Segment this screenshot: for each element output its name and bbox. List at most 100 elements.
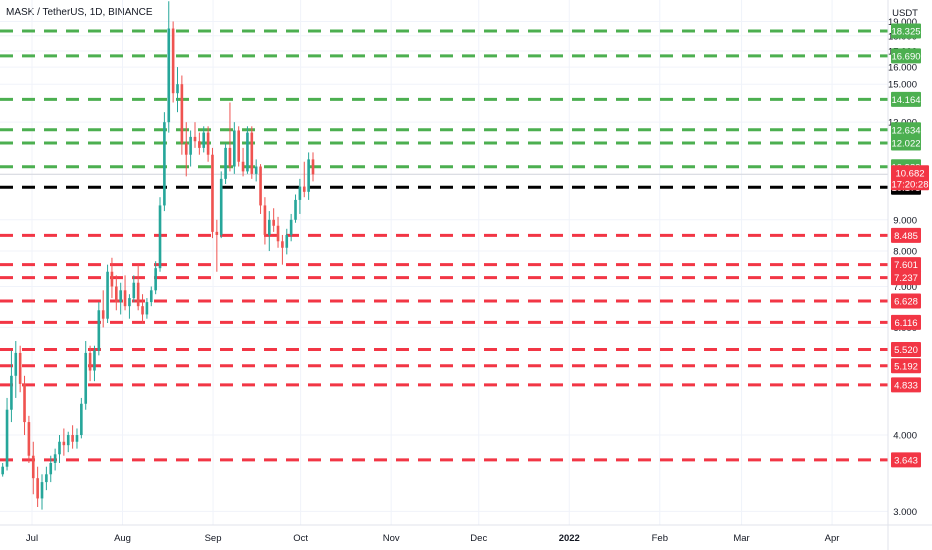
candle-body xyxy=(71,435,74,442)
x-tick-label: Jul xyxy=(26,533,38,544)
candles xyxy=(1,1,315,510)
price-label-box xyxy=(891,135,921,151)
candle-body xyxy=(276,225,280,242)
price-label-text: 7.601 xyxy=(894,260,918,271)
candle-body xyxy=(106,271,109,319)
candle-body xyxy=(167,28,171,123)
candle-body xyxy=(211,154,214,232)
candle-body xyxy=(23,383,26,423)
price-label-text: 5.520 xyxy=(894,345,918,356)
candle-body xyxy=(45,474,48,483)
candle-body xyxy=(254,166,258,174)
candle-body xyxy=(97,310,101,351)
candle-body xyxy=(27,422,31,456)
candle-body xyxy=(66,435,70,446)
price-label-box xyxy=(891,377,921,393)
price-label-text: 4.833 xyxy=(894,380,918,391)
candle-body xyxy=(272,219,275,226)
candle-body xyxy=(40,482,44,499)
y-tick-label: 9.000 xyxy=(893,215,917,226)
price-label-text: 12.022 xyxy=(891,138,920,149)
candle-body xyxy=(180,84,184,144)
price-label-text: 18.325 xyxy=(891,27,920,38)
candle-body xyxy=(241,161,245,172)
candle-body xyxy=(14,352,18,376)
price-label-box xyxy=(891,257,921,273)
candle-body xyxy=(141,306,144,315)
candle-body xyxy=(307,159,310,192)
y-tick-label: 3.000 xyxy=(893,507,917,518)
price-label-box xyxy=(891,314,921,330)
y-tick-label: 7.000 xyxy=(893,282,917,293)
price-label-box xyxy=(891,293,921,309)
candle-body xyxy=(136,282,140,307)
x-tick-label: Mar xyxy=(733,533,749,544)
candle-body xyxy=(75,435,79,442)
candle-body xyxy=(219,178,223,235)
price-label-text: 5.192 xyxy=(894,361,918,372)
price-label-text: 6.116 xyxy=(894,318,917,329)
x-tick-label: Sep xyxy=(205,533,222,544)
candle-body xyxy=(58,441,61,455)
price-label-box xyxy=(891,452,921,468)
price-label-text: 8.485 xyxy=(894,231,918,242)
price-label-box xyxy=(891,342,921,358)
candle-body xyxy=(298,186,302,200)
candle-body xyxy=(88,352,92,371)
candle-body xyxy=(128,298,131,307)
price-label-box xyxy=(891,227,921,243)
grid xyxy=(0,0,888,525)
x-axis: Jul Aug Sep Oct Nov Dec 2022 Feb Mar Apr xyxy=(0,524,932,544)
candle-body xyxy=(189,136,192,155)
candle-body xyxy=(145,302,149,315)
x-tick-label: Oct xyxy=(293,533,308,544)
x-tick-label: Feb xyxy=(652,533,668,544)
last-price-value: 10.682 xyxy=(895,168,924,179)
candle-body xyxy=(80,403,83,436)
currency-label: USDT xyxy=(892,8,918,19)
candle-body xyxy=(18,352,22,384)
price-label-text: 12.634 xyxy=(891,125,920,136)
candle-body xyxy=(154,268,157,291)
candle-body xyxy=(198,141,201,148)
price-label-text: 3.643 xyxy=(894,455,918,466)
candle-body xyxy=(119,290,122,303)
price-label-box xyxy=(891,358,921,374)
candle-body xyxy=(289,219,293,235)
x-tick-label: Nov xyxy=(383,533,400,544)
y-tick-label: 19.000 xyxy=(888,17,917,28)
candle-body xyxy=(49,462,53,475)
candle-body xyxy=(233,130,236,167)
candle-body xyxy=(5,409,9,467)
last-price-box xyxy=(891,165,929,191)
candle-body xyxy=(228,147,232,167)
candle-body xyxy=(202,132,206,148)
y-axis: USDT3.0004.0006.0007.0008.0009.00013.000… xyxy=(887,0,929,550)
price-label-text: 16.690 xyxy=(891,51,920,62)
candle-body xyxy=(62,441,66,446)
x-tick-label: 2022 xyxy=(559,533,580,544)
candle-body xyxy=(115,286,118,303)
candle-body xyxy=(237,130,241,162)
y-tick-label: 15.000 xyxy=(888,80,917,91)
x-tick-label: Dec xyxy=(470,533,487,544)
candle-body xyxy=(101,310,105,319)
candle-body xyxy=(163,122,166,206)
candle-body xyxy=(110,271,114,287)
x-tick-label: Apr xyxy=(825,533,840,544)
price-label-box xyxy=(891,48,921,64)
y-tick-label: 4.000 xyxy=(893,431,917,442)
candle-body xyxy=(84,352,88,404)
support-resistance-lines xyxy=(0,29,888,462)
candle-body xyxy=(149,290,153,303)
candle-body xyxy=(294,199,297,220)
candle-body xyxy=(1,466,4,475)
candle-body xyxy=(263,205,267,235)
price-label-text: 7.237 xyxy=(894,273,918,284)
candle-body xyxy=(250,132,254,174)
candle-body xyxy=(267,219,271,235)
price-label-text: 14.164 xyxy=(891,95,920,106)
candle-body xyxy=(246,132,249,172)
candle-body xyxy=(171,28,175,94)
